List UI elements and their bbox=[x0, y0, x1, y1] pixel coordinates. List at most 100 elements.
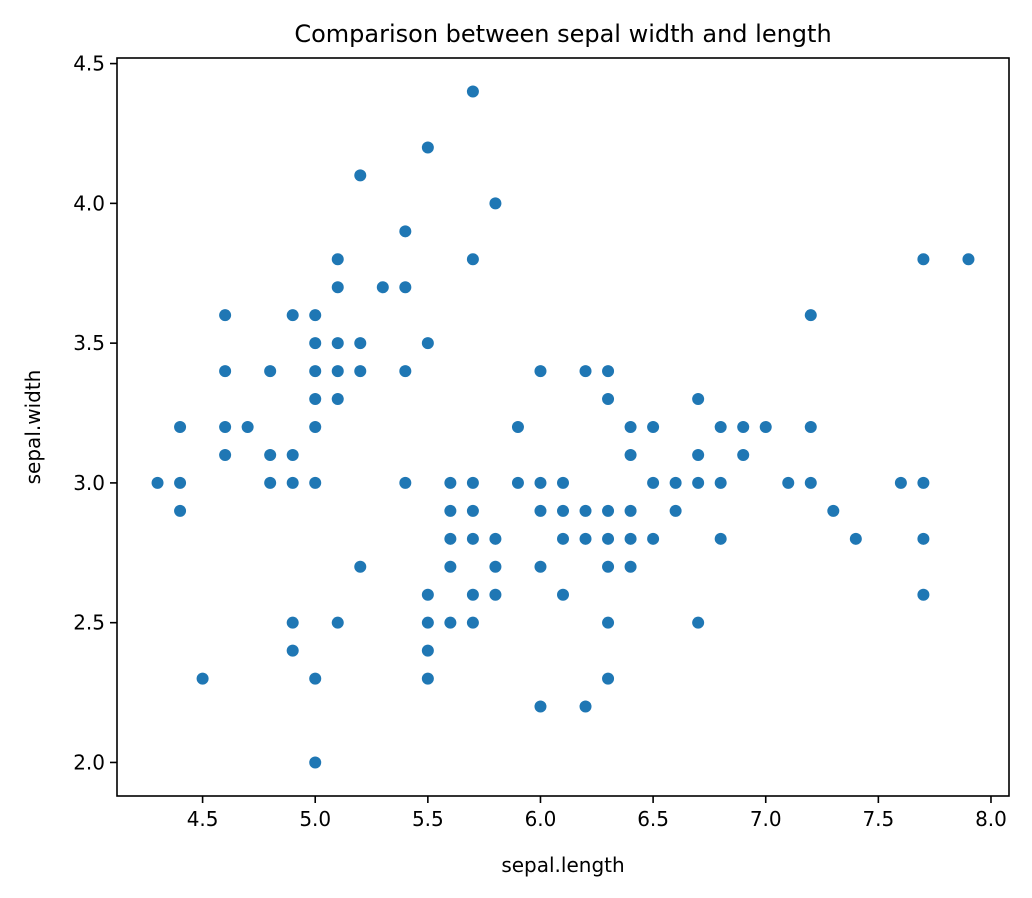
data-point bbox=[309, 476, 322, 489]
x-tick-label: 7.0 bbox=[750, 807, 782, 831]
data-point bbox=[602, 393, 615, 406]
data-point bbox=[309, 393, 322, 406]
data-point bbox=[421, 337, 434, 350]
data-point bbox=[557, 476, 569, 489]
data-point bbox=[219, 309, 232, 322]
y-tick-label: 3.0 bbox=[73, 471, 105, 495]
data-point bbox=[309, 365, 322, 378]
data-point bbox=[647, 421, 660, 433]
data-point bbox=[737, 448, 750, 461]
data-point bbox=[894, 476, 907, 489]
data-point bbox=[309, 672, 322, 685]
data-point bbox=[421, 588, 434, 601]
data-point bbox=[241, 421, 254, 433]
data-point bbox=[714, 532, 727, 545]
data-point bbox=[331, 253, 344, 266]
data-point bbox=[466, 85, 479, 98]
data-point bbox=[354, 560, 367, 573]
data-point bbox=[466, 532, 479, 545]
data-point bbox=[534, 476, 547, 489]
y-axis-label: sepal.width bbox=[21, 370, 45, 485]
data-point bbox=[602, 560, 615, 573]
data-point bbox=[264, 476, 277, 489]
y-tick-label: 4.0 bbox=[73, 191, 105, 215]
data-point bbox=[331, 365, 344, 378]
data-point bbox=[602, 532, 615, 545]
data-point bbox=[331, 281, 344, 294]
data-point bbox=[692, 616, 705, 629]
data-point bbox=[647, 476, 660, 489]
data-point bbox=[309, 337, 322, 350]
x-tick-label: 5.5 bbox=[412, 807, 444, 831]
data-point bbox=[219, 365, 232, 378]
data-point bbox=[511, 421, 524, 433]
data-point bbox=[624, 504, 637, 517]
data-point bbox=[354, 337, 367, 350]
data-point bbox=[444, 616, 457, 629]
data-point bbox=[827, 504, 840, 517]
y-tick-label: 2.0 bbox=[73, 750, 105, 774]
data-point bbox=[219, 421, 232, 433]
data-point bbox=[331, 616, 344, 629]
y-axis-ticks: 2.0 2.5 3.0 3.5 4.0 4.5 bbox=[73, 52, 117, 774]
x-tick-label: 5.0 bbox=[299, 807, 331, 831]
data-point bbox=[669, 504, 682, 517]
data-point bbox=[309, 756, 322, 769]
data-point bbox=[917, 532, 930, 545]
x-tick-label: 7.5 bbox=[862, 807, 894, 831]
data-point bbox=[421, 672, 434, 685]
data-point bbox=[489, 197, 502, 210]
data-point bbox=[354, 169, 367, 182]
plot-frame bbox=[116, 57, 1010, 797]
data-point bbox=[174, 421, 187, 433]
data-point bbox=[917, 253, 930, 266]
data-point bbox=[534, 700, 547, 713]
data-point bbox=[624, 560, 637, 573]
data-point bbox=[331, 337, 344, 350]
data-point bbox=[489, 532, 502, 545]
data-point bbox=[692, 448, 705, 461]
data-point bbox=[579, 700, 592, 713]
data-point bbox=[466, 504, 479, 517]
data-point bbox=[624, 532, 637, 545]
data-point bbox=[624, 448, 637, 461]
data-point bbox=[557, 504, 569, 517]
data-point bbox=[782, 476, 795, 489]
data-point bbox=[264, 448, 277, 461]
x-tick-label: 6.0 bbox=[525, 807, 557, 831]
chart-title: Comparison between sepal width and lengt… bbox=[294, 20, 831, 48]
data-point bbox=[557, 588, 569, 601]
x-axis-label: sepal.length bbox=[501, 853, 624, 877]
data-point bbox=[174, 476, 187, 489]
data-point bbox=[466, 616, 479, 629]
data-point bbox=[534, 560, 547, 573]
data-point bbox=[421, 644, 434, 657]
data-point bbox=[219, 448, 232, 461]
data-point bbox=[624, 421, 637, 433]
data-point bbox=[917, 588, 930, 601]
data-point bbox=[602, 504, 615, 517]
data-point bbox=[196, 672, 209, 685]
data-point bbox=[466, 476, 479, 489]
data-point bbox=[421, 141, 434, 154]
data-point bbox=[399, 281, 412, 294]
data-point bbox=[602, 616, 615, 629]
data-point bbox=[534, 365, 547, 378]
data-point bbox=[534, 504, 547, 517]
data-point bbox=[421, 616, 434, 629]
data-point bbox=[669, 476, 682, 489]
data-point bbox=[759, 421, 772, 433]
data-point bbox=[557, 532, 569, 545]
data-point bbox=[579, 532, 592, 545]
x-axis-ticks: 4.5 5.0 5.5 6.0 6.5 7.0 7.5 8.0 bbox=[187, 796, 1007, 831]
data-point bbox=[309, 421, 322, 433]
data-point bbox=[399, 365, 412, 378]
data-point bbox=[354, 365, 367, 378]
points-layer bbox=[151, 85, 975, 769]
data-point bbox=[466, 588, 479, 601]
data-point bbox=[444, 532, 457, 545]
data-point bbox=[309, 309, 322, 322]
data-point bbox=[804, 421, 817, 433]
data-point bbox=[602, 365, 615, 378]
